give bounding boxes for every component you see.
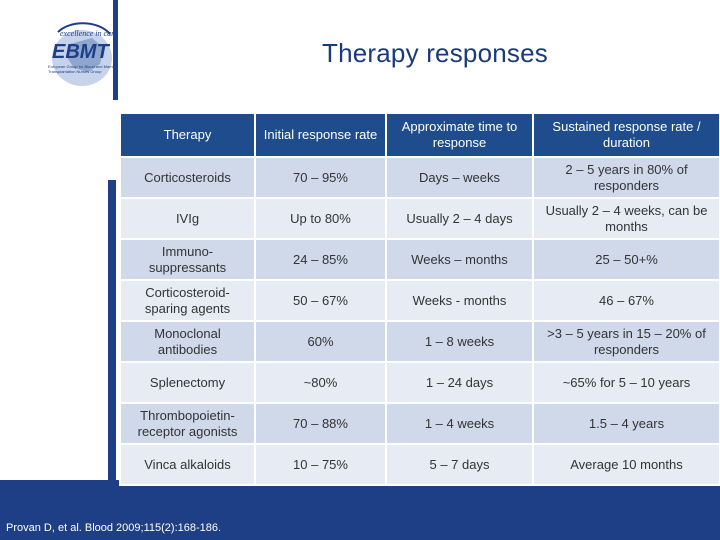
cell-time: Usually 2 – 4 days (385, 197, 534, 240)
cell-therapy: Corticosteroids (119, 156, 256, 199)
cell-time: 1 – 8 weeks (385, 320, 534, 363)
table-header: Therapy Initial response rate Approximat… (119, 112, 720, 158)
cell-time: Days – weeks (385, 156, 534, 199)
cell-therapy: Monoclonal antibodies (119, 320, 256, 363)
table-body: Corticosteroids 70 – 95% Days – weeks 2 … (119, 156, 720, 486)
cell-sustained: 25 – 50+% (532, 238, 720, 281)
cell-sustained: ~65% for 5 – 10 years (532, 361, 720, 404)
header-initial-response: Initial response rate (254, 112, 387, 158)
cell-sustained: Usually 2 – 4 weeks, can be months (532, 197, 720, 240)
cell-sustained: Average 10 months (532, 443, 720, 486)
cell-sustained: >3 – 5 years in 15 – 20% of responders (532, 320, 720, 363)
table-row: Corticosteroid-sparing agents 50 – 67% W… (119, 279, 720, 322)
cell-initial-rate: 60% (254, 320, 387, 363)
cell-sustained: 46 – 67% (532, 279, 720, 322)
cell-therapy: Corticosteroid-sparing agents (119, 279, 256, 322)
cell-initial-rate: 50 – 67% (254, 279, 387, 322)
cell-time: 5 – 7 days (385, 443, 534, 486)
ebmt-logo: excellence in care EBMT European Group f… (0, 14, 120, 96)
decorative-band-top (113, 0, 118, 100)
header-sustained-response: Sustained response rate / duration (532, 112, 720, 158)
footer-band (0, 480, 720, 540)
cell-time: Weeks – months (385, 238, 534, 281)
cell-initial-rate: Up to 80% (254, 197, 387, 240)
table-row: Vinca alkaloids 10 – 75% 5 – 7 days Aver… (119, 443, 720, 486)
cell-therapy: Vinca alkaloids (119, 443, 256, 486)
cell-therapy: Thrombopoietin-receptor agonists (119, 402, 256, 445)
therapy-table: Therapy Initial response rate Approximat… (119, 112, 720, 486)
cell-therapy: Immuno-suppressants (119, 238, 256, 281)
cell-therapy: IVIg (119, 197, 256, 240)
header-therapy: Therapy (119, 112, 256, 158)
cell-sustained: 2 – 5 years in 80% of responders (532, 156, 720, 199)
citation: Provan D, et al. Blood 2009;115(2):168-1… (6, 522, 222, 534)
logo-name: EBMT (52, 41, 110, 63)
table-row: Thrombopoietin-receptor agonists 70 – 88… (119, 402, 720, 445)
table-row: IVIg Up to 80% Usually 2 – 4 days Usuall… (119, 197, 720, 240)
cell-initial-rate: 10 – 75% (254, 443, 387, 486)
header-time-to-response: Approximate time to response (385, 112, 534, 158)
table-row: Monoclonal antibodies 60% 1 – 8 weeks >3… (119, 320, 720, 363)
logo-tagline: excellence in care (60, 29, 118, 38)
cell-sustained: 1.5 – 4 years (532, 402, 720, 445)
cell-time: 1 – 24 days (385, 361, 534, 404)
cell-time: 1 – 4 weeks (385, 402, 534, 445)
cell-initial-rate: ~80% (254, 361, 387, 404)
slide-title: Therapy responses (322, 38, 548, 68)
cell-initial-rate: 24 – 85% (254, 238, 387, 281)
table-row: Splenectomy ~80% 1 – 24 days ~65% for 5 … (119, 361, 720, 404)
table-row: Corticosteroids 70 – 95% Days – weeks 2 … (119, 156, 720, 199)
ebmt-logo-graphic: excellence in care EBMT European Group f… (48, 22, 118, 86)
table-row: Immuno-suppressants 24 – 85% Weeks – mon… (119, 238, 720, 281)
cell-initial-rate: 70 – 88% (254, 402, 387, 445)
cell-initial-rate: 70 – 95% (254, 156, 387, 199)
logo-subtitle-1: European Group for Blood and Marrow (48, 64, 117, 69)
cell-time: Weeks - months (385, 279, 534, 322)
decorative-band-left (108, 180, 116, 480)
logo-subtitle-2: Transplantation Nurses Group (48, 69, 102, 74)
cell-therapy: Splenectomy (119, 361, 256, 404)
